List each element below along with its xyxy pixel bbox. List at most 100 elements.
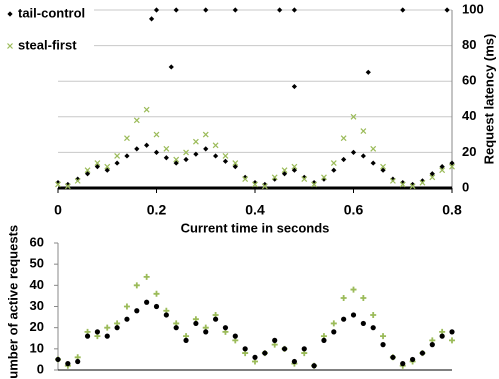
legend-label: tail-control (18, 5, 85, 20)
data-point (390, 176, 396, 182)
data-point (350, 312, 357, 318)
data-point (389, 177, 396, 184)
y-tick-label: 100 (462, 1, 484, 16)
data-point (173, 156, 180, 163)
data-point (380, 333, 387, 340)
data-point (410, 356, 416, 363)
data-point (399, 181, 406, 188)
data-point (365, 69, 371, 75)
data-point (168, 64, 174, 70)
data-point (340, 135, 347, 142)
y-tick-label: 30 (30, 298, 44, 313)
data-point (340, 295, 347, 302)
data-point (429, 342, 435, 348)
data-point (370, 311, 377, 318)
data-point (144, 142, 150, 148)
data-point (84, 167, 91, 174)
data-point (330, 160, 337, 167)
data-point (94, 160, 101, 167)
data-point (133, 282, 140, 289)
data-point (360, 153, 366, 159)
data-point (163, 155, 169, 161)
data-point (330, 320, 337, 327)
data-point (429, 174, 436, 181)
data-point (291, 163, 298, 170)
data-point (173, 160, 179, 166)
data-point (252, 181, 258, 188)
data-point (193, 151, 199, 157)
data-point (449, 337, 455, 344)
y-tick-label: 60 (462, 73, 476, 88)
data-point (311, 363, 317, 369)
data-point (439, 167, 446, 174)
data-point (360, 320, 366, 327)
data-point (449, 163, 455, 170)
x-tick-label: 0.8 (442, 202, 462, 218)
data-point (75, 358, 81, 365)
data-point (104, 163, 111, 170)
data-point (232, 164, 238, 170)
data-point (183, 156, 189, 163)
data-point (222, 153, 229, 159)
data-point (84, 171, 91, 177)
data-point (277, 7, 283, 13)
data-point (341, 156, 347, 163)
data-point (449, 160, 455, 166)
data-point (321, 174, 327, 181)
data-point (64, 183, 71, 190)
data-point (350, 149, 357, 155)
data-point (360, 128, 367, 134)
data-point (370, 145, 377, 152)
data-point (114, 325, 120, 331)
legend-box (2, 2, 94, 66)
data-point (133, 117, 140, 124)
data-point (409, 183, 416, 190)
data-point (153, 131, 160, 138)
data-point (192, 138, 199, 145)
x-axis-title: Current time in seconds (181, 220, 330, 235)
y-tick-label: 40 (462, 108, 476, 123)
data-point (272, 337, 278, 343)
data-point (74, 177, 81, 184)
y-tick-label: 40 (30, 277, 44, 292)
data-point (202, 131, 209, 138)
data-point (291, 167, 297, 173)
y-axis-title: Request latency (ms) (481, 34, 496, 165)
data-point (183, 337, 189, 343)
data-point (400, 361, 406, 367)
data-point (134, 146, 140, 152)
data-point (55, 181, 61, 188)
data-point (291, 358, 297, 365)
data-point (124, 316, 130, 322)
data-point (262, 350, 268, 356)
data-point (84, 333, 91, 339)
data-point (212, 142, 219, 149)
y-axis-title: Number of active requests (5, 225, 20, 379)
data-point (232, 7, 238, 13)
x-tick-label: 0 (54, 202, 62, 218)
data-point (163, 312, 169, 318)
data-point (65, 361, 71, 367)
data-point (331, 167, 337, 173)
data-point (114, 160, 120, 166)
data-point (222, 325, 229, 331)
data-point (124, 153, 130, 159)
data-point (114, 153, 121, 159)
data-point (429, 171, 435, 177)
data-point (370, 160, 376, 166)
data-point (153, 149, 160, 155)
data-point (439, 164, 445, 170)
x-tick-label: 0.6 (344, 202, 364, 218)
data-point (439, 333, 445, 339)
data-point (444, 7, 450, 13)
data-point (449, 329, 455, 335)
y-tick-label: 0 (37, 361, 44, 376)
data-point (261, 183, 268, 190)
data-point (370, 325, 376, 331)
data-point (281, 167, 288, 174)
data-point (148, 16, 155, 22)
data-point (321, 337, 327, 343)
data-point (94, 329, 100, 335)
data-point (232, 160, 239, 167)
data-point (281, 171, 288, 177)
